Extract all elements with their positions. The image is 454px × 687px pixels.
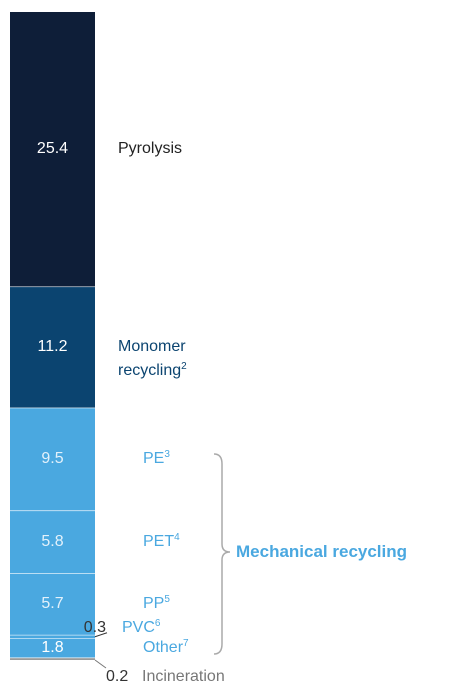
segment-label: PP5 <box>143 592 170 616</box>
bar-segment <box>10 510 95 574</box>
bar-segment <box>10 638 95 658</box>
footnote-marker: 2 <box>181 361 187 373</box>
segment-label: PE3 <box>143 447 170 471</box>
value-label: 1.8 <box>41 639 64 657</box>
segment-name: PP <box>143 595 165 613</box>
segment-label: Pyrolysis <box>118 137 182 161</box>
bar-segment <box>10 657 95 660</box>
segment-name: PET <box>143 533 175 551</box>
segment-name: PVC <box>122 618 155 636</box>
segment-label: Monomer recycling2 <box>118 335 208 383</box>
footnote-marker: 3 <box>164 449 170 461</box>
bar-segment <box>10 12 95 287</box>
segment-name: Pyrolysis <box>118 140 183 158</box>
bar-segment <box>10 407 95 511</box>
bar-segment <box>10 286 95 408</box>
footnote-marker: 5 <box>164 594 170 606</box>
value-label: 11.2 <box>37 338 68 356</box>
value-label: 25.4 <box>36 140 69 158</box>
segment-label: Other7 <box>143 636 189 660</box>
value-label: 9.5 <box>41 450 64 468</box>
segment-name: PE <box>143 450 165 468</box>
value-label: 5.8 <box>41 533 64 551</box>
annotation: Mechanical recycling <box>236 542 408 561</box>
footnote-marker: 6 <box>154 617 161 629</box>
value-label: 5.7 <box>41 595 64 613</box>
segment-name: Other <box>143 639 184 657</box>
segment-label: PET4 <box>143 530 180 554</box>
leader-line <box>94 659 107 669</box>
leader-line <box>94 632 108 638</box>
segment-label: Incineration <box>142 665 225 687</box>
segment-name: Incineration <box>142 668 225 685</box>
footnote-marker: 4 <box>174 532 180 544</box>
footnote-marker: 7 <box>183 638 189 650</box>
bar-segment <box>10 573 95 636</box>
value-label: 0.3 <box>83 618 106 636</box>
bracket <box>213 453 231 655</box>
bar-segment <box>10 635 95 639</box>
segment-label: PVC6 <box>122 616 160 640</box>
value-label: 0.2 <box>106 668 129 685</box>
segment-name: Monomer recycling <box>118 338 186 380</box>
